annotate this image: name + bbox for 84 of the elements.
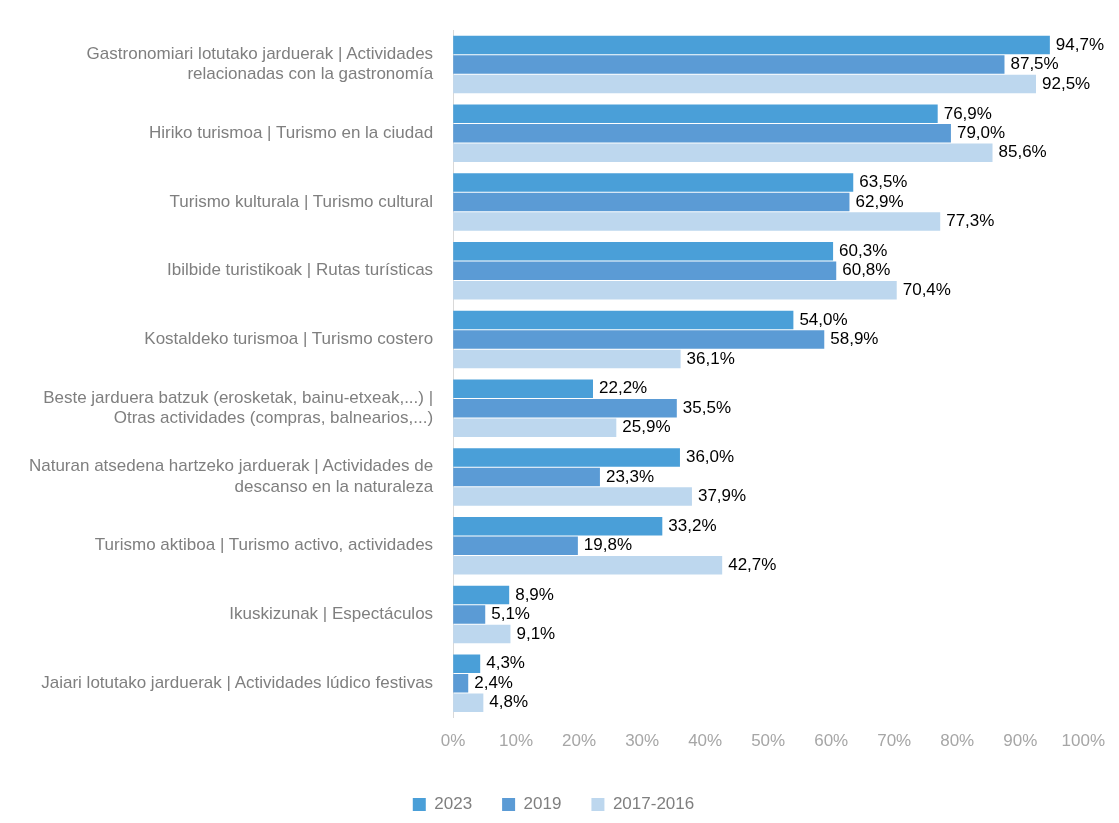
y-tick-label: Turismo kulturala | Turismo cultural [169,191,434,211]
data-label: 36,1% [686,348,735,368]
bar [453,310,794,330]
y-tick-label: Beste jarduera batzuk (erosketak, bainu-etxeak,...) | Otras actividades (compras, balnearios,...) [43,387,434,428]
bar [453,379,593,399]
y-tick-label: Ibilbide turistikoak | Rutas turísticas [166,260,434,280]
bar [453,143,993,163]
data-label: 94,7% [1055,34,1105,54]
bar [453,399,677,418]
data-label: 79,0% [956,123,1006,142]
data-label: 36,0% [685,447,735,467]
data-label: 85,6% [998,142,1047,162]
data-label: 58,9% [830,329,879,349]
data-label: 77,3% [946,211,995,231]
y-tick-label: Naturan atsedena hartzeko jarduerak | Actividades de descanso en la naturaleza [28,456,434,496]
bar [453,349,681,369]
bar [453,55,1005,74]
bar [453,212,941,231]
bar [453,330,825,349]
legend-label: 2023 [434,794,473,814]
bar [453,605,486,624]
legend-label: 2019 [523,794,562,814]
x-tick-label: 80% [940,731,975,751]
data-label: 42,7% [728,554,777,574]
data-label: 5,1% [491,604,530,624]
data-label: 92,5% [1042,73,1091,93]
x-tick-label: 90% [1003,731,1038,751]
data-label: 70,4% [902,279,951,299]
bar [453,467,600,487]
data-label: 4,3% [486,653,525,673]
bar [453,517,663,536]
y-tick-label: Gastronomiari lotutako jarduerak | Actividades relacionadas con la gastronomía [86,44,434,84]
x-tick-label: 10% [499,731,534,751]
data-label: 25,9% [622,417,671,437]
data-label: 60,3% [839,241,888,260]
data-label: 8,9% [515,584,554,604]
data-label: 35,5% [682,397,732,417]
bar [453,448,680,467]
data-label: 22,2% [599,378,648,398]
bar [453,242,834,261]
data-label: 87,5% [1010,54,1059,74]
bar [453,624,511,644]
bar [453,536,578,555]
data-label: 60,8% [842,260,891,280]
data-label: 19,8% [583,535,633,555]
bar [453,418,617,437]
bar [453,555,723,575]
data-label: 4,8% [489,692,529,712]
x-tick-label: 50% [751,731,786,751]
bar [453,74,1036,94]
y-tick-label: Hiriko turismoa | Turismo en la ciudad [149,123,434,142]
y-tick-label: Kostaldeko turismoa | Turismo costero [144,329,434,349]
x-tick-label: 0% [440,731,466,751]
bar [453,124,951,143]
x-tick-label: 30% [625,731,660,751]
y-tick-label: Jaiari lotutako jarduerak | Actividades lúdico festivas [41,672,434,692]
data-label: 9,1% [516,623,556,643]
bar [453,281,897,300]
data-label: 76,9% [943,103,992,123]
bar [453,261,837,281]
data-label: 37,9% [697,486,747,506]
bar [453,487,692,506]
data-label: 33,2% [668,515,717,535]
data-label: 2,4% [474,672,513,692]
x-tick-label: 100% [1061,731,1105,751]
bar [453,585,510,605]
data-label: 63,5% [859,172,908,192]
x-tick-label: 20% [562,731,597,751]
legend-label: 2017-2016 [612,794,695,814]
y-tick-label: Ikuskizunak | Espectáculos [229,604,434,624]
x-tick-label: 40% [688,731,723,751]
x-tick-label: 60% [814,731,849,751]
bar [453,693,484,712]
bar [453,654,481,674]
bar [453,192,850,212]
data-label: 23,3% [605,466,655,486]
bar [453,173,854,192]
data-label: 54,0% [799,309,848,329]
bar [453,35,1050,55]
bar [453,104,938,124]
data-label: 62,9% [855,191,904,211]
y-tick-label: Turismo aktiboa | Turismo activo, actividades [94,535,434,555]
bar [453,673,469,693]
x-tick-label: 70% [877,731,912,751]
